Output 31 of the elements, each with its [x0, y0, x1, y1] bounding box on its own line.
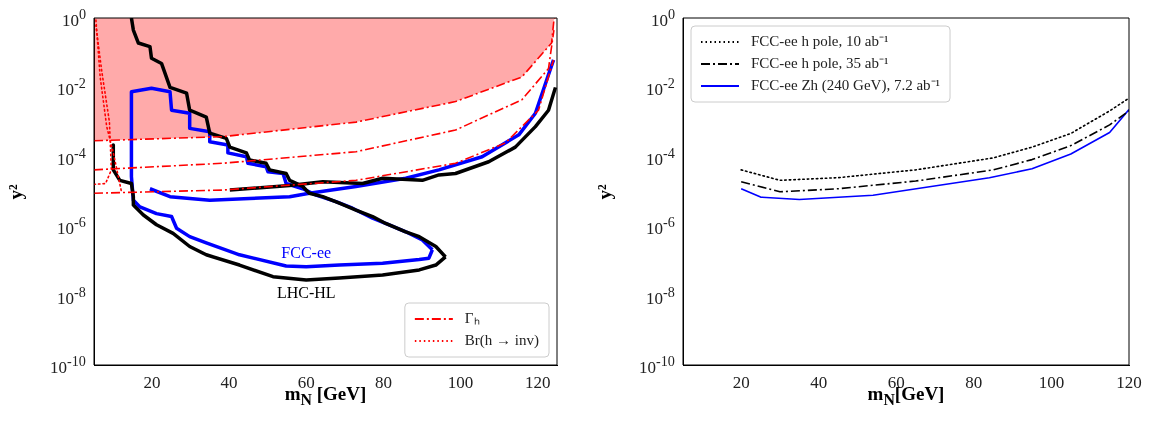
legend-label: Γₕ	[464, 309, 480, 326]
y-tick-label: 10$^{0}$	[651, 6, 676, 30]
legend-label: FCC-ee h pole, 10 ab⁻¹	[751, 32, 889, 49]
y-tick-label: 10$^{0}$	[62, 6, 87, 30]
x-tick-label: 20	[143, 372, 161, 392]
x-tick-label: 20	[732, 372, 750, 392]
x-tick-label: 100	[1038, 372, 1065, 392]
y-tick-label: 10$^{-2}$	[646, 75, 675, 100]
y-tick-label: 10$^{-10}$	[50, 353, 86, 377]
x-tick-label: 40	[220, 372, 238, 392]
x-tick-label: 80	[374, 372, 392, 392]
legend-label: Br(h → inv)	[464, 331, 540, 349]
x-tick-label: 80	[965, 372, 983, 392]
annotation: FCC-ee	[281, 243, 332, 261]
x-tick-label: 40	[810, 372, 828, 392]
annotation: LHC-HL	[276, 284, 336, 302]
y-tick-label: 10$^{-8}$	[646, 283, 675, 308]
y-tick-label: 10$^{-6}$	[57, 214, 86, 238]
x-tick-label: 100	[447, 372, 474, 392]
y-tick-label: 10$^{-6}$	[646, 214, 675, 238]
y-tick-label: 10$^{-10}$	[639, 353, 675, 377]
y-tick-label: 10$^{-2}$	[57, 75, 86, 100]
y-axis-title: y²	[5, 183, 27, 200]
x-tick-label: 120	[1116, 372, 1142, 392]
y-tick-label: 10$^{-4}$	[57, 144, 86, 169]
legend-label: FCC-ee Zh (240 GeV), 7.2 ab⁻¹	[751, 76, 941, 94]
x-tick-label: 120	[524, 372, 551, 392]
y-tick-label: 10$^{-8}$	[57, 283, 86, 308]
legend-label: FCC-ee h pole, 35 ab⁻¹	[751, 54, 889, 71]
y-tick-label: 10$^{-4}$	[646, 144, 675, 169]
y-axis-title: y²	[594, 183, 616, 200]
